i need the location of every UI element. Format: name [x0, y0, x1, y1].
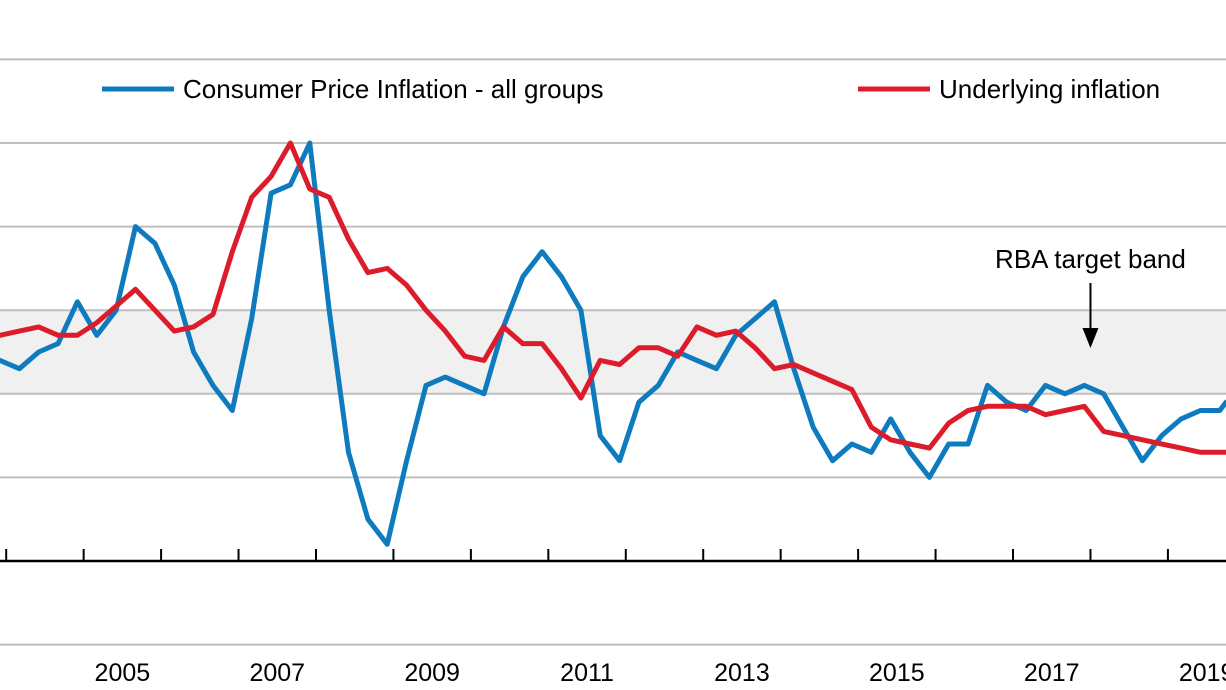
- annotation-text: RBA target band: [995, 244, 1186, 274]
- x-tick-label: 2009: [404, 659, 460, 687]
- x-tick-label: 2007: [249, 659, 305, 687]
- x-axis: [0, 549, 1226, 563]
- x-tick-label: 2013: [714, 659, 770, 687]
- x-tick-label: 2017: [1024, 659, 1080, 687]
- x-tick-label: 2011: [560, 659, 614, 687]
- x-tick-label: 2005: [95, 659, 151, 687]
- x-tick-label: 2015: [869, 659, 925, 687]
- series-line-underlying: [0, 140, 1226, 455]
- legend: Consumer Price Inflation - all groups Und…: [102, 74, 1160, 104]
- target-band-layer: [0, 310, 1226, 394]
- gridlines: [0, 58, 1226, 646]
- legend-label: Underlying inflation: [939, 74, 1160, 104]
- x-tick-labels: 2005 2007 2009 2011 2013 2015 2017 2019: [95, 659, 1226, 687]
- series-layer: [0, 140, 1226, 547]
- legend-label: Consumer Price Inflation - all groups: [183, 74, 604, 104]
- x-tick-label: 2019: [1179, 659, 1226, 687]
- annotation-layer: RBA target band: [995, 244, 1186, 348]
- series-line-cpi: [0, 140, 1226, 547]
- annotation-arrow-head: [1082, 328, 1099, 348]
- rba-target-band: [0, 310, 1226, 394]
